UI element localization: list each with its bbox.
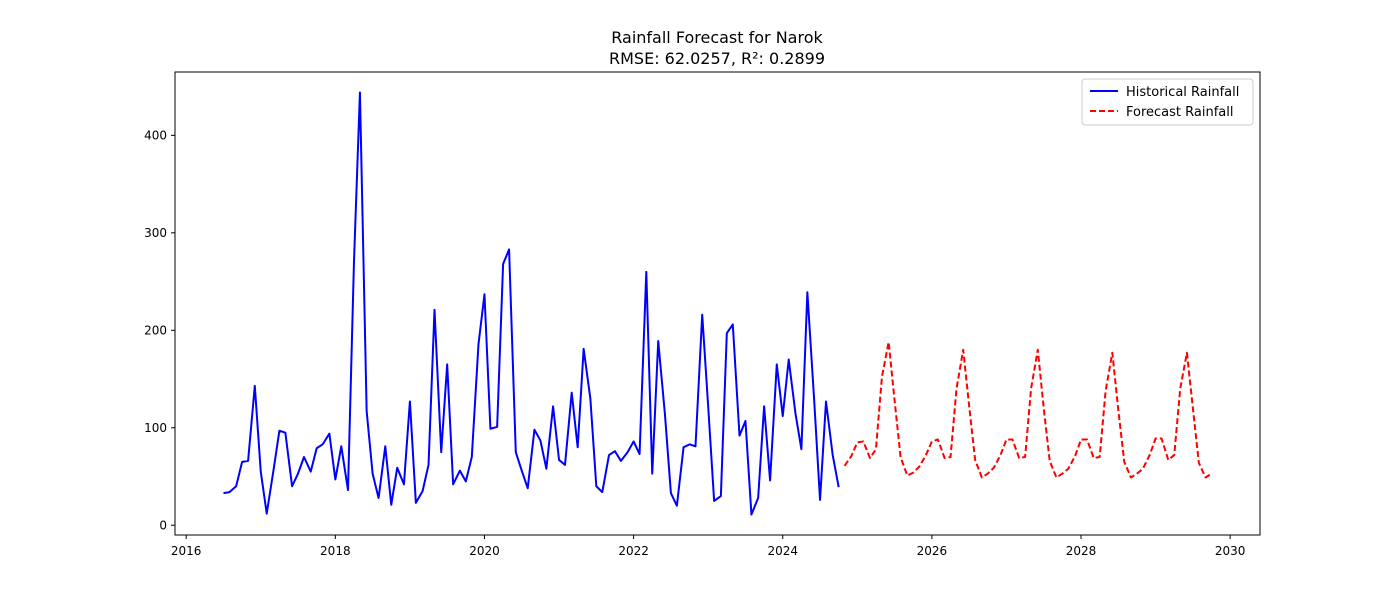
- axes: 2016 2018 2020 2022 2024 2026 2028 2030 0 100 200 3…: [144, 71, 1261, 558]
- chart-subtitle: RMSE: 62.0257, R²: 0.2899: [609, 49, 825, 68]
- plot-area: [223, 91, 1213, 516]
- legend: Historical Rainfall Forecast Rainfall: [1081, 78, 1254, 126]
- x-tick-label: 2018: [320, 544, 351, 558]
- y-tick-label: 200: [144, 323, 167, 337]
- x-tick-label: 2020: [469, 544, 500, 558]
- legend-label-forecast: Forecast Rainfall: [1126, 105, 1233, 120]
- legend-label-historical: Historical Rainfall: [1126, 85, 1239, 100]
- chart-title: Rainfall Forecast for Narok: [611, 28, 823, 47]
- x-tick-label: 2026: [917, 544, 948, 558]
- x-tick-label: 2028: [1066, 544, 1097, 558]
- x-tick-label: 2022: [618, 544, 649, 558]
- series-line-forecast: [843, 341, 1213, 479]
- x-tick-label: 2016: [171, 544, 202, 558]
- x-tick-label: 2030: [1215, 544, 1246, 558]
- legend-box: [1081, 78, 1254, 126]
- plot-frame: [174, 71, 1261, 536]
- y-tick-label: 100: [144, 421, 167, 435]
- y-tick-label: 0: [159, 518, 167, 532]
- x-tick-label: 2024: [767, 544, 798, 558]
- y-tick-label: 400: [144, 128, 167, 142]
- y-tick-label: 300: [144, 226, 167, 240]
- series-line-historical: [223, 91, 840, 516]
